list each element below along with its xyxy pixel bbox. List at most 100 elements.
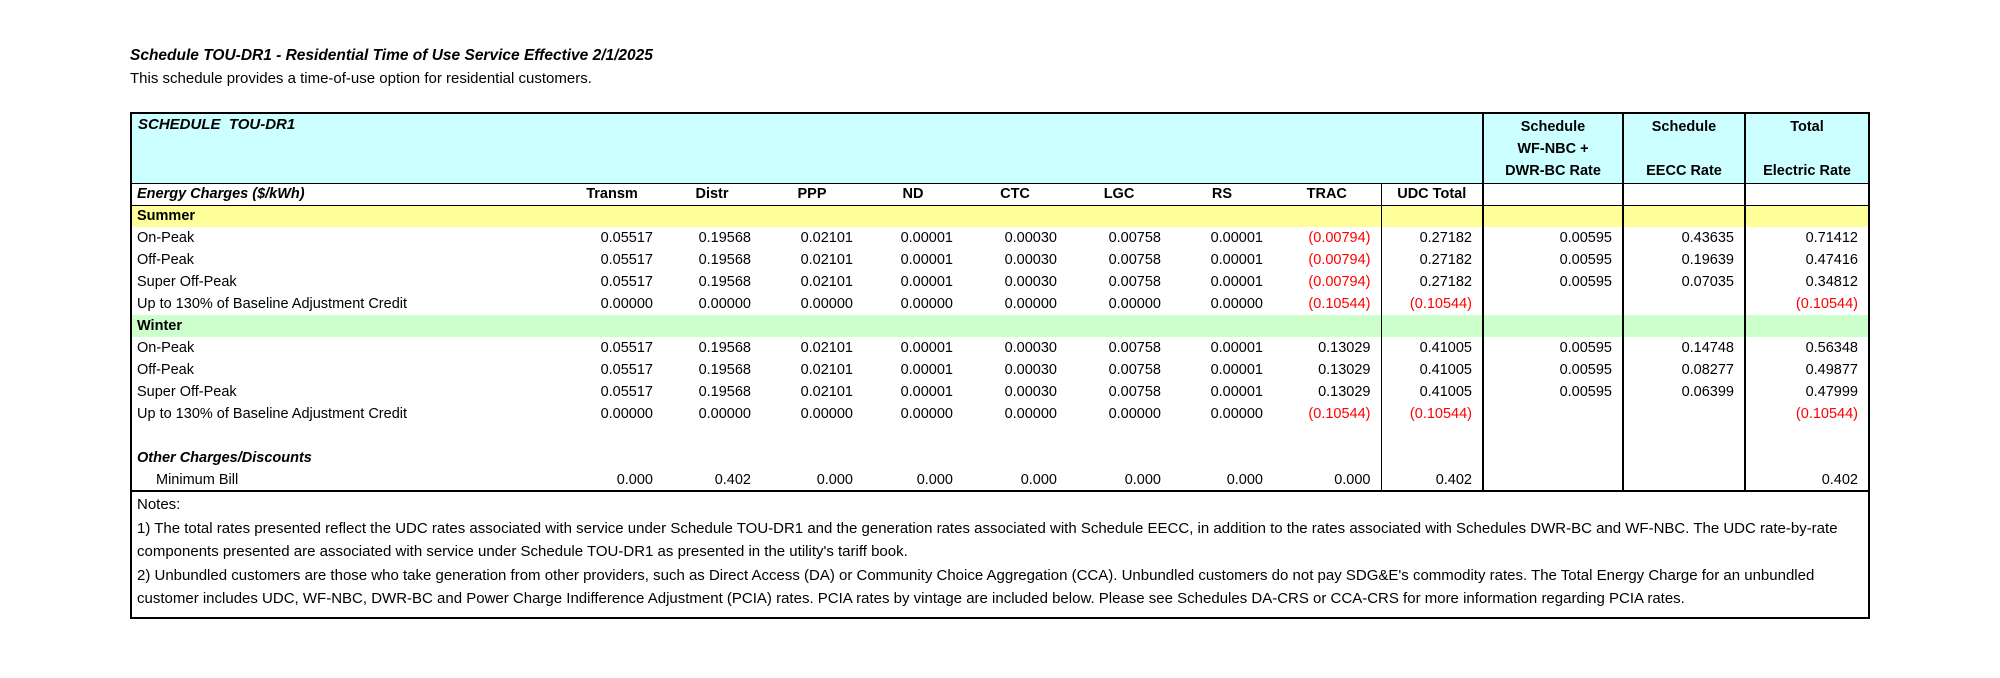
spacer-cell: [1622, 447, 1745, 469]
c-lgc: 0.00000: [1108, 296, 1161, 312]
header-line: Total: [1790, 119, 1824, 135]
summer-label: Summer: [131, 205, 1381, 227]
colhead-nd: ND: [863, 183, 963, 206]
energy-charges-label: Energy Charges ($/kWh): [131, 183, 561, 206]
c-nd: 0.00000: [900, 406, 953, 422]
c-ctc: 0.000: [963, 469, 1067, 492]
c-ppp: 0.00000: [800, 406, 853, 422]
note-2: 2) Unbundled customers are those who tak…: [137, 566, 1815, 608]
c-transm: 0.05517: [600, 274, 653, 290]
c-wfnbc-dwrbc: 0.00595: [1482, 337, 1623, 359]
rate-row-minimum-bill: Minimum Bill 0.000 0.402 0.000 0.000 0.0…: [131, 469, 1869, 492]
c-wfnbc-dwrbc: [1482, 293, 1623, 315]
c-distr: 0.00000: [698, 296, 751, 312]
c-nd: 0.00000: [900, 296, 953, 312]
spacer-cell: [1380, 425, 1483, 447]
tariff-sheet: Schedule TOU-DR1 - Residential Time of U…: [130, 46, 1870, 619]
c-trac: (0.00794): [1308, 252, 1371, 268]
c-udc-total: 0.402: [1380, 469, 1483, 492]
rate-row-winter-on-peak: On-Peak 0.05517 0.19568 0.02101 0.00001 …: [131, 337, 1869, 359]
row-label: Super Off-Peak: [137, 384, 237, 400]
colhead-empty: [1622, 183, 1745, 206]
spacer-cell: [1744, 425, 1869, 447]
c-distr: 0.19568: [698, 230, 751, 246]
c-total: (0.10544): [1744, 403, 1869, 425]
colhead-trac: TRAC: [1273, 183, 1381, 206]
colhead-rs: RS: [1171, 183, 1273, 206]
c-total: (0.10544): [1744, 293, 1869, 315]
schedule-title: SCHEDULE TOU-DR1: [131, 113, 1483, 184]
c-rs: 0.000: [1171, 469, 1273, 492]
colhead-lgc: LGC: [1067, 183, 1171, 206]
c-trac: 0.000: [1273, 469, 1381, 492]
c-nd: 0.00001: [900, 384, 953, 400]
header-line: DWR-BC Rate: [1505, 163, 1601, 179]
band-cell: [1482, 205, 1623, 227]
header-line: WF-NBC +: [1517, 141, 1589, 157]
notes-section: Notes: 1) The total rates presented refl…: [131, 491, 1869, 618]
c-ppp: 0.02101: [800, 230, 853, 246]
c-udc-total: (0.10544): [1380, 293, 1483, 315]
c-ctc: 0.00030: [1004, 274, 1057, 290]
c-ppp: 0.00000: [800, 296, 853, 312]
c-trac: 0.13029: [1318, 362, 1371, 378]
column-header-row: Energy Charges ($/kWh) Transm Distr PPP …: [131, 183, 1869, 206]
c-total: 0.56348: [1744, 337, 1869, 359]
c-wfnbc-dwrbc: 0.00595: [1482, 249, 1623, 271]
c-transm: 0.00000: [600, 406, 653, 422]
document-subtitle: This schedule provides a time-of-use opt…: [130, 70, 592, 87]
rate-row-summer-on-peak: On-Peak 0.05517 0.19568 0.02101 0.00001 …: [131, 227, 1869, 249]
rate-row-winter-off-peak: Off-Peak 0.05517 0.19568 0.02101 0.00001…: [131, 359, 1869, 381]
band-cell: [1380, 205, 1483, 227]
c-ctc: 0.00030: [1004, 340, 1057, 356]
rate-table: SCHEDULE TOU-DR1 Schedule WF-NBC + DWR-B…: [130, 112, 1870, 619]
band-cell: [1744, 315, 1869, 337]
c-nd: 0.00001: [900, 252, 953, 268]
header-line: [1626, 138, 1742, 160]
c-rs: 0.00001: [1210, 340, 1263, 356]
c-rs: 0.00001: [1210, 384, 1263, 400]
c-wfnbc-dwrbc: 0.00595: [1482, 271, 1623, 293]
c-distr: 0.19568: [698, 252, 751, 268]
c-distr: 0.19568: [698, 362, 751, 378]
spacer-cell: [1482, 425, 1623, 447]
c-eecc: [1622, 469, 1745, 492]
rate-row-summer-baseline-credit: Up to 130% of Baseline Adjustment Credit…: [131, 293, 1869, 315]
c-lgc: 0.00758: [1108, 340, 1161, 356]
c-transm: 0.05517: [600, 362, 653, 378]
c-distr: 0.00000: [698, 406, 751, 422]
c-ppp: 0.02101: [800, 252, 853, 268]
spacer-cell: [1380, 447, 1483, 469]
c-transm: 0.05517: [600, 384, 653, 400]
c-udc-total: 0.27182: [1380, 249, 1483, 271]
c-nd: 0.00001: [900, 340, 953, 356]
header-wfnbc-dwrbc-rate: Schedule WF-NBC + DWR-BC Rate: [1482, 113, 1623, 184]
spacer-cell: [1482, 447, 1623, 469]
c-ctc: 0.00030: [1004, 384, 1057, 400]
c-wfnbc-dwrbc: [1482, 403, 1623, 425]
c-eecc: 0.14748: [1622, 337, 1745, 359]
c-ctc: 0.00030: [1004, 230, 1057, 246]
colhead-empty: [1482, 183, 1623, 206]
header-line: Schedule: [1651, 119, 1717, 135]
c-nd: 0.00001: [900, 362, 953, 378]
c-eecc: 0.43635: [1622, 227, 1745, 249]
c-nd: 0.00001: [900, 230, 953, 246]
rate-row-summer-super-off-peak: Super Off-Peak 0.05517 0.19568 0.02101 0…: [131, 271, 1869, 293]
c-ctc: 0.00000: [1004, 296, 1057, 312]
band-cell: [1622, 205, 1745, 227]
c-rs: 0.00001: [1210, 274, 1263, 290]
c-distr: 0.19568: [698, 274, 751, 290]
c-total: 0.402: [1744, 469, 1869, 492]
c-total: 0.47999: [1744, 381, 1869, 403]
header-line: Electric Rate: [1763, 163, 1851, 179]
c-rs: 0.00001: [1210, 362, 1263, 378]
c-trac: 0.13029: [1318, 340, 1371, 356]
c-udc-total: 0.41005: [1380, 337, 1483, 359]
c-lgc: 0.00758: [1108, 230, 1161, 246]
c-udc-total: 0.41005: [1380, 359, 1483, 381]
c-transm: 0.05517: [600, 340, 653, 356]
c-transm: 0.00000: [600, 296, 653, 312]
row-label: On-Peak: [137, 230, 195, 246]
spacer-cell: [1622, 425, 1745, 447]
